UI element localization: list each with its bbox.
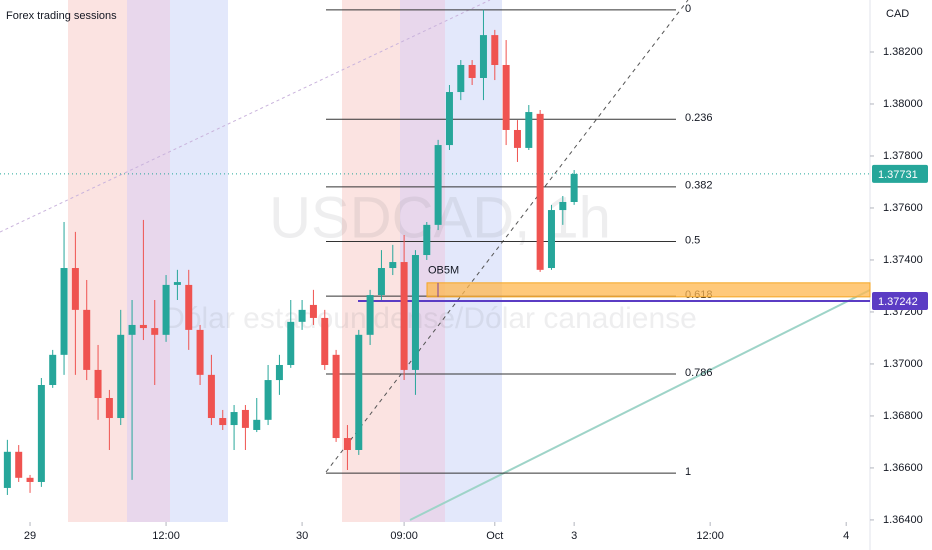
candle-body	[491, 35, 499, 65]
candle-body	[559, 201, 567, 211]
newyork-session	[170, 0, 228, 522]
candle-body	[3, 451, 11, 488]
candle-body	[479, 35, 487, 78]
candle-body	[173, 282, 181, 285]
candle-body	[105, 397, 113, 419]
london-session	[68, 0, 127, 522]
y-tick-label: 1.38200	[883, 46, 923, 58]
y-tick-label: 1.37000	[883, 358, 923, 370]
trend-line	[0, 0, 491, 233]
candle-body	[570, 173, 578, 202]
x-tick-label: 12:00	[152, 530, 180, 542]
x-tick-label: Oct	[486, 530, 503, 542]
candle-body	[151, 328, 159, 335]
x-tick-label: 4	[843, 530, 849, 542]
candle-body	[513, 129, 521, 148]
candle-body	[525, 112, 533, 148]
price-label: 1.37242	[878, 296, 918, 308]
candle-body	[241, 409, 249, 428]
candle-body	[547, 210, 555, 269]
candle-body	[253, 419, 261, 430]
y-tick-label: 1.38000	[883, 98, 923, 110]
fib-label: 0.5	[685, 234, 700, 246]
y-tick-label: 1.36400	[883, 514, 923, 526]
london-session	[342, 0, 400, 522]
x-tick-label: 3	[571, 530, 577, 542]
fib-label: 0.786	[685, 367, 713, 379]
candle-body	[502, 64, 510, 130]
candle-body	[37, 385, 45, 482]
candle-body	[83, 309, 91, 370]
candle-body	[411, 255, 419, 370]
candle-body	[343, 438, 351, 450]
y-tick-label: 1.36800	[883, 410, 923, 422]
candle-body	[185, 284, 193, 330]
candle-body	[162, 284, 170, 335]
watermark-subtitle: Dólar estadounidense/Dólar canadiense	[163, 302, 697, 335]
candle-body	[264, 380, 272, 420]
candle-body	[207, 374, 215, 419]
fib-label: 0	[685, 3, 691, 15]
y-axis-label: CAD	[886, 8, 909, 20]
candle-body	[196, 329, 204, 375]
candle-body	[400, 262, 408, 370]
x-tick-label: 09:00	[390, 530, 418, 542]
y-tick-label: 1.37600	[883, 202, 923, 214]
trend-line	[409, 289, 871, 521]
candle-body	[457, 64, 465, 93]
order-block	[426, 282, 871, 298]
candle-body	[219, 418, 227, 426]
candle-body	[366, 295, 374, 335]
candle-body	[94, 369, 102, 398]
candle-body	[49, 354, 57, 386]
fib-label: 0.236	[685, 112, 713, 124]
chart-title: Forex trading sessions	[6, 10, 117, 22]
price-label-box	[872, 292, 928, 311]
newyork-session	[445, 0, 502, 522]
price-label: 1.37731	[878, 169, 918, 181]
candle-body	[71, 268, 79, 310]
session-bands	[68, 0, 502, 522]
candle-body	[275, 364, 283, 381]
candle-body	[15, 451, 23, 478]
candle-body	[298, 309, 306, 322]
candle-body	[536, 113, 544, 270]
candle-body	[287, 321, 295, 365]
price-label-box	[872, 164, 928, 183]
y-tick-label: 1.37800	[883, 150, 923, 162]
x-tick-label: 30	[296, 530, 308, 542]
candle-body	[389, 262, 397, 269]
candle-body	[139, 324, 147, 329]
candle-body	[26, 477, 34, 482]
candle-body	[309, 304, 317, 318]
y-tick-label: 1.37400	[883, 254, 923, 266]
candle-body	[445, 92, 453, 146]
candle-body	[423, 224, 431, 256]
order-block-label: OB5M	[428, 265, 459, 277]
candle-body	[332, 354, 340, 439]
x-tick-label: 29	[24, 530, 36, 542]
x-tick-label: 12:00	[696, 530, 724, 542]
candle-body	[60, 268, 68, 355]
overlap-session	[400, 0, 445, 522]
overlap-session	[127, 0, 170, 522]
candle-body	[355, 334, 363, 450]
y-tick-label: 1.36600	[883, 462, 923, 474]
candle-body	[434, 145, 442, 225]
fib-connector	[325, 0, 689, 473]
fib-label: 1	[685, 466, 691, 478]
candle-body	[321, 317, 329, 365]
candle-body	[230, 412, 238, 426]
candle-body	[128, 324, 136, 335]
candle-body	[117, 334, 125, 419]
fib-label: 0.382	[685, 180, 713, 192]
candle-body	[468, 64, 476, 78]
candle-body	[377, 268, 385, 296]
